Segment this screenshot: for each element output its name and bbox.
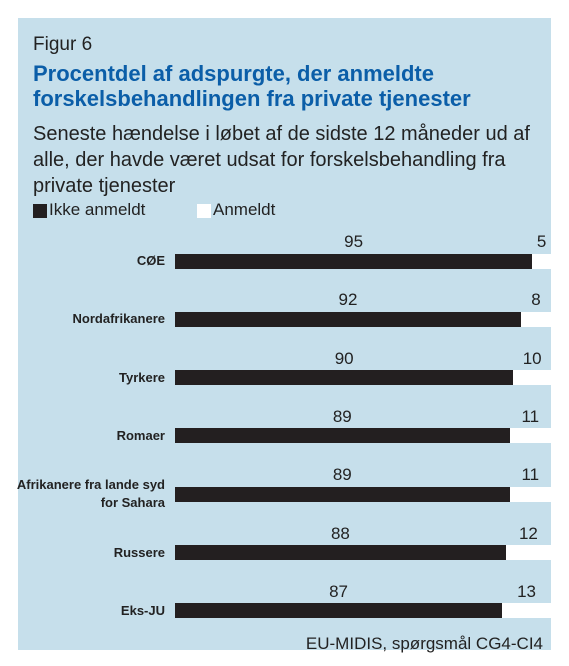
value-label: 5 [536,232,547,251]
chart-title: Procentdel af adspurgte, der anmeldte fo… [33,61,471,111]
bar [175,253,533,269]
bar [505,545,551,560]
bar [532,253,551,269]
bar [502,603,551,619]
value-label: 11 [521,406,540,426]
bar [175,545,506,560]
category-label: Tyrkere [118,369,165,385]
legend-label: Ikke anmeldt [49,200,146,219]
bar [175,311,521,327]
bar [175,428,510,444]
value-label: 13 [517,581,537,601]
value-label: 95 [344,232,364,251]
bar [175,486,510,502]
bar [513,370,551,386]
source: EU-MIDIS, spørgsmål CG4-CI4 [305,634,543,653]
value-label: 10 [522,348,542,368]
category-label: Nordafrikanere [72,311,165,327]
category-label: Russere [113,544,165,560]
figure-label: Figur 6 [33,34,93,55]
chart-subtitle: Seneste hændelse i løbet af de sidste 12… [33,123,530,197]
value-label: 89 [332,465,352,485]
bar [175,370,514,386]
value-label: 8 [531,290,541,310]
value-label: 89 [332,406,352,426]
panel [18,18,551,650]
value-label: 87 [329,581,349,601]
value-label: 11 [521,465,540,485]
category-label: Romaer [116,427,165,443]
bar [509,486,551,502]
bar [175,603,503,619]
value-label: 90 [334,348,354,368]
legend-label: Anmeldt [213,200,276,219]
category-label: Eks-JU [120,602,165,618]
bar [509,428,551,444]
legend-swatch [197,204,211,218]
value-label: 88 [330,523,350,543]
value-label: 12 [518,523,538,543]
value-label: 92 [338,290,358,310]
bar [520,311,551,327]
legend-swatch [33,204,47,218]
category-label: Afrikanere fra lande syd for Sahara [16,477,165,511]
category-label: CØE [136,253,165,268]
